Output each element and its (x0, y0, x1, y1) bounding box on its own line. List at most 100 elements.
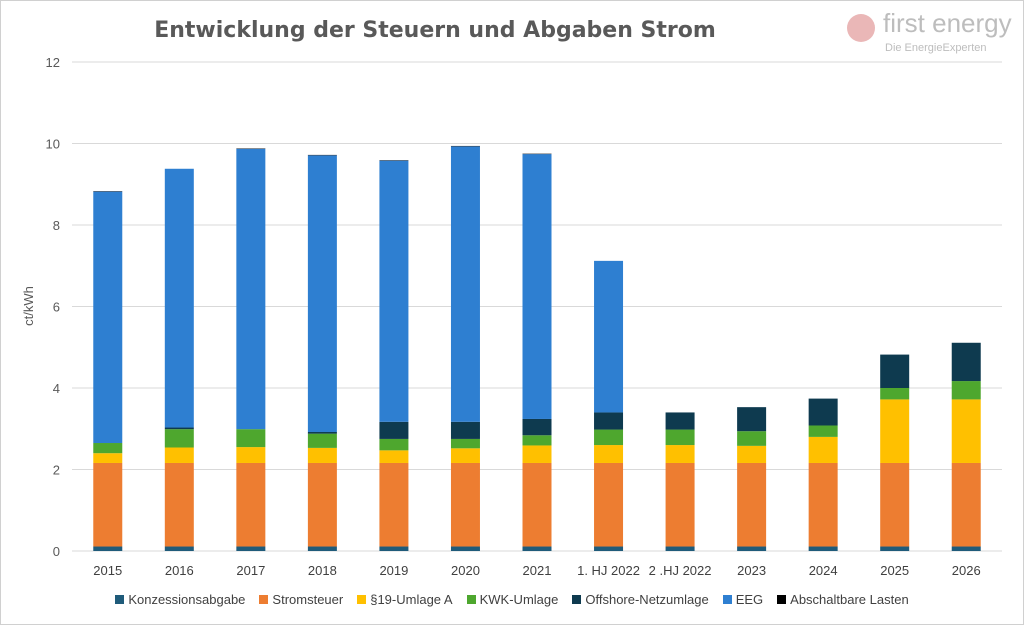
bar-segment-kwk-umlage (93, 443, 123, 454)
bar-segment-offshore-netzumlage (164, 427, 194, 430)
bar-segment-offshore-netzumlage (379, 421, 409, 439)
bar-segment--19-umlage-a (450, 448, 480, 463)
bar-segment-stromsteuer (522, 462, 552, 547)
y-tick-label: 6 (53, 300, 60, 315)
x-tick-label: 2018 (308, 563, 337, 578)
bar-segment-kwk-umlage (951, 381, 981, 400)
bar-segment-stromsteuer (808, 462, 838, 547)
x-tick-label: 2026 (952, 563, 981, 578)
logo-tagline: Die EnergieExperten (885, 42, 987, 54)
x-tick-label: 2024 (809, 563, 838, 578)
legend-label: Stromsteuer (272, 592, 344, 607)
bar-segment--19-umlage-a (808, 436, 838, 463)
bar-segment-kwk-umlage (522, 435, 552, 446)
legend-item: KWK-Umlage (466, 592, 559, 607)
bar-segment--19-umlage-a (236, 447, 266, 463)
logo-name: first energy (883, 8, 1012, 38)
legend-item: Abschaltbare Lasten (777, 592, 909, 607)
bar-segment-eeg (164, 168, 194, 428)
bar-segment--19-umlage-a (594, 445, 624, 463)
bar-segment-konzessionsabgabe (737, 546, 767, 551)
legend-label: EEG (735, 592, 764, 607)
bar-segment-kwk-umlage (880, 388, 910, 400)
bar-segment-eeg (307, 155, 337, 433)
bar-segment-offshore-netzumlage (307, 432, 337, 434)
bar-segment-stromsteuer (307, 462, 337, 547)
bar-segment-konzessionsabgabe (951, 546, 981, 551)
x-tick-label: 2 .HJ 2022 (649, 563, 712, 578)
bar-segment--19-umlage-a (880, 399, 910, 463)
bar-segment--19-umlage-a (164, 447, 194, 463)
y-tick-label: 8 (53, 218, 60, 233)
bar-segment-konzessionsabgabe (93, 546, 123, 551)
bar-segment--19-umlage-a (307, 447, 337, 463)
legend-swatch (115, 595, 125, 604)
bar-segment-kwk-umlage (450, 438, 480, 449)
bar-segment-offshore-netzumlage (450, 421, 480, 439)
bar-segment-offshore-netzumlage (594, 412, 624, 430)
legend-label: §19-Umlage A (370, 592, 453, 607)
legend-item: Offshore-Netzumlage (572, 592, 709, 607)
bar-segment-kwk-umlage (594, 429, 624, 446)
bar-segment-offshore-netzumlage (951, 342, 981, 382)
bar-segment-konzessionsabgabe (522, 546, 552, 551)
bar-segment-konzessionsabgabe (665, 546, 695, 551)
bar-segment--19-umlage-a (737, 445, 767, 463)
bar-segment-stromsteuer (737, 462, 767, 547)
bar-segment-offshore-netzumlage (737, 407, 767, 432)
bar-segment-kwk-umlage (379, 438, 409, 451)
legend-swatch (722, 595, 732, 604)
y-tick-label: 10 (46, 137, 60, 152)
x-tick-label: 2016 (165, 563, 194, 578)
bar-segment-eeg (93, 191, 123, 444)
bar-segment-stromsteuer (594, 462, 624, 547)
bar-segment-stromsteuer (665, 462, 695, 547)
legend-label: KWK-Umlage (479, 592, 559, 607)
bar-segment-kwk-umlage (737, 431, 767, 446)
bar-segment--19-umlage-a (379, 450, 409, 463)
legend-item: EEG (722, 592, 764, 607)
bar-segment--19-umlage-a (522, 445, 552, 463)
x-tick-label: 2017 (236, 563, 265, 578)
bar-segment-konzessionsabgabe (594, 546, 624, 551)
legend-label: Offshore-Netzumlage (585, 592, 709, 607)
legend-item: §19-Umlage A (357, 592, 453, 607)
bar-segment-stromsteuer (880, 462, 910, 547)
legend-swatch (357, 595, 367, 604)
bar-segment-eeg (594, 260, 624, 413)
x-tick-label: 2019 (379, 563, 408, 578)
bar-segment-eeg (522, 154, 552, 419)
bar-segment-kwk-umlage (164, 429, 194, 448)
bar-segment-offshore-netzumlage (880, 354, 910, 388)
bar-segment-konzessionsabgabe (236, 546, 266, 551)
x-tick-label: 2015 (93, 563, 122, 578)
bar-segment-stromsteuer (379, 462, 409, 547)
bar-segment-konzessionsabgabe (379, 546, 409, 551)
legend-label: Konzessionsabgabe (128, 592, 246, 607)
legend-label: Abschaltbare Lasten (790, 592, 909, 607)
y-tick-label: 0 (53, 544, 60, 559)
bar-segment-konzessionsabgabe (880, 546, 910, 551)
x-tick-label: 2023 (737, 563, 766, 578)
bar-segment-kwk-umlage (307, 433, 337, 448)
bar-segment--19-umlage-a (93, 453, 123, 463)
x-tick-label: 2021 (523, 563, 552, 578)
logo-bolt-icon (847, 14, 875, 42)
y-tick-label: 4 (53, 381, 60, 396)
bar-segment-offshore-netzumlage (665, 412, 695, 430)
bar-segment-stromsteuer (164, 462, 194, 547)
x-tick-label: 2025 (880, 563, 909, 578)
bar-segment-stromsteuer (236, 462, 266, 547)
bar-segment-konzessionsabgabe (164, 546, 194, 551)
legend-item: Konzessionsabgabe (115, 592, 245, 607)
legend-swatch (572, 595, 582, 604)
bar-segment-stromsteuer (93, 462, 123, 547)
bar-segment-kwk-umlage (236, 429, 266, 448)
bar-segment-konzessionsabgabe (450, 546, 480, 551)
bar-segment-konzessionsabgabe (808, 546, 838, 551)
bar-segment-eeg (450, 146, 480, 422)
logo: first energy Die EnergieExperten (845, 8, 1020, 58)
bar-segment-stromsteuer (450, 462, 480, 547)
bar-segment-eeg (236, 148, 266, 430)
